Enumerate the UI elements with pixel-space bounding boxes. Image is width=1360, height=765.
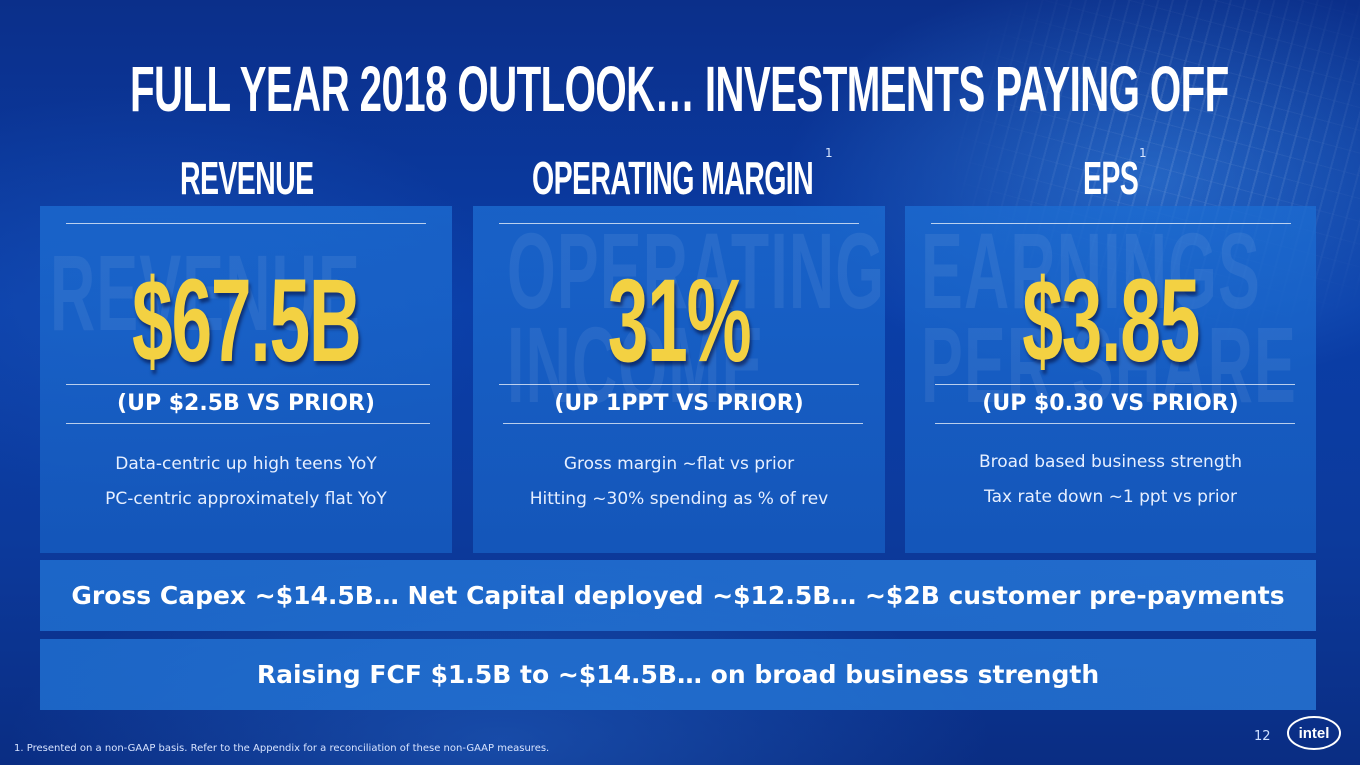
eps-value: $3.85	[1022, 255, 1200, 387]
revenue-change: (UP $2.5B VS PRIOR)	[117, 391, 375, 416]
footnote: 1. Presented on a non-GAAP basis. Refer …	[14, 743, 550, 754]
eps-change: (UP $0.30 VS PRIOR)	[982, 391, 1239, 416]
divider	[503, 423, 863, 424]
eps-detail-2: Tax rate down ~1 ppt vs prior	[984, 487, 1237, 507]
revenue-heading: REVENUE	[180, 152, 314, 204]
slide-title: FULL YEAR 2018 OUTLOOK… INVESTMENTS PAYI…	[130, 53, 1229, 125]
divider	[66, 423, 430, 424]
operating-margin-footnote-mark: 1	[825, 146, 833, 160]
divider	[935, 384, 1295, 385]
eps-detail-1: Broad based business strength	[978, 452, 1243, 472]
capex-banner-text: Gross Capex ~$14.5B… Net Capital deploye…	[71, 581, 1285, 610]
operating-margin-heading: OPERATING MARGIN	[532, 152, 814, 204]
fcf-banner-text: Raising FCF $1.5B to ~$14.5B… on broad b…	[256, 660, 1100, 689]
capex-banner: Gross Capex ~$14.5B… Net Capital deploye…	[40, 560, 1316, 631]
divider	[66, 223, 426, 224]
operating-margin-detail-1: Gross margin ~flat vs prior	[563, 454, 795, 474]
operating-margin-value: 31%	[607, 255, 752, 387]
intel-logo-icon: intel	[1287, 716, 1341, 750]
logo-text: intel	[1299, 725, 1330, 742]
operating-margin-detail-2: Hitting ~30% spending as % of rev	[529, 489, 829, 509]
revenue-card: REVENUE $67.5B (UP $2.5B VS PRIOR) Data-…	[40, 206, 452, 553]
divider	[499, 384, 859, 385]
divider	[935, 423, 1295, 424]
divider	[66, 384, 430, 385]
revenue-detail-1: Data-centric up high teens YoY	[115, 454, 377, 474]
eps-heading: EPS	[1083, 152, 1139, 204]
page-number: 12	[1254, 729, 1271, 744]
divider	[931, 223, 1291, 224]
revenue-detail-2: PC-centric approximately flat YoY	[105, 489, 387, 509]
operating-margin-card: OPERATING INCOME 31% (UP 1PPT VS PRIOR) …	[473, 206, 885, 553]
eps-card: EARNINGS PER SHARE $3.85 (UP $0.30 VS PR…	[905, 206, 1316, 553]
eps-footnote-mark: 1	[1139, 146, 1147, 160]
divider	[499, 223, 859, 224]
operating-margin-change: (UP 1PPT VS PRIOR)	[554, 391, 804, 416]
revenue-value: $67.5B	[131, 255, 362, 387]
fcf-banner: Raising FCF $1.5B to ~$14.5B… on broad b…	[40, 639, 1316, 710]
